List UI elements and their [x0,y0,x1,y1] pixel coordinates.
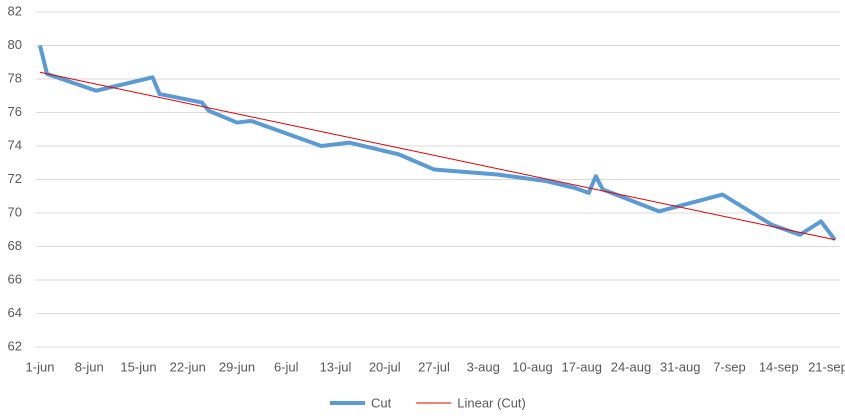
x-tick-label: 22-jun [170,359,206,374]
x-tick-label: 14-sep [759,359,799,374]
legend-label: Cut [371,395,392,410]
y-tick-label: 64 [8,305,22,320]
y-tick-label: 72 [8,171,22,186]
data-line [38,45,837,242]
x-tick-label: 20-jul [369,359,401,374]
x-tick-label: 15-jun [120,359,156,374]
y-tick-label: 70 [8,204,22,219]
y-tick-label: 62 [8,338,22,353]
y-tick-label: 78 [8,70,22,85]
x-tick-label: 10-aug [512,359,552,374]
x-tick-label: 24-aug [611,359,651,374]
x-tick-label: 1-jun [26,359,55,374]
x-tick-label: 21-sep [808,359,845,374]
y-tick-label: 74 [8,137,22,152]
x-tick-label: 13-jul [320,359,352,374]
x-tick-label: 27-jul [418,359,450,374]
x-tick-label: 8-jun [75,359,104,374]
y-tick-label: 76 [8,104,22,119]
x-tick-label: 29-jun [219,359,255,374]
y-tick-label: 82 [8,3,22,18]
y-tick-label: 68 [8,238,22,253]
x-tick-label: 6-jul [274,359,299,374]
x-tick-label: 31-aug [660,359,700,374]
x-tick-label: 17-aug [561,359,601,374]
trend-line [39,71,836,241]
y-tick-label: 66 [8,271,22,286]
y-tick-label: 80 [8,37,22,52]
legend-label: Linear (Cut) [457,395,526,410]
x-tick-label: 3-aug [467,359,500,374]
x-tick-label: 7-sep [713,359,746,374]
